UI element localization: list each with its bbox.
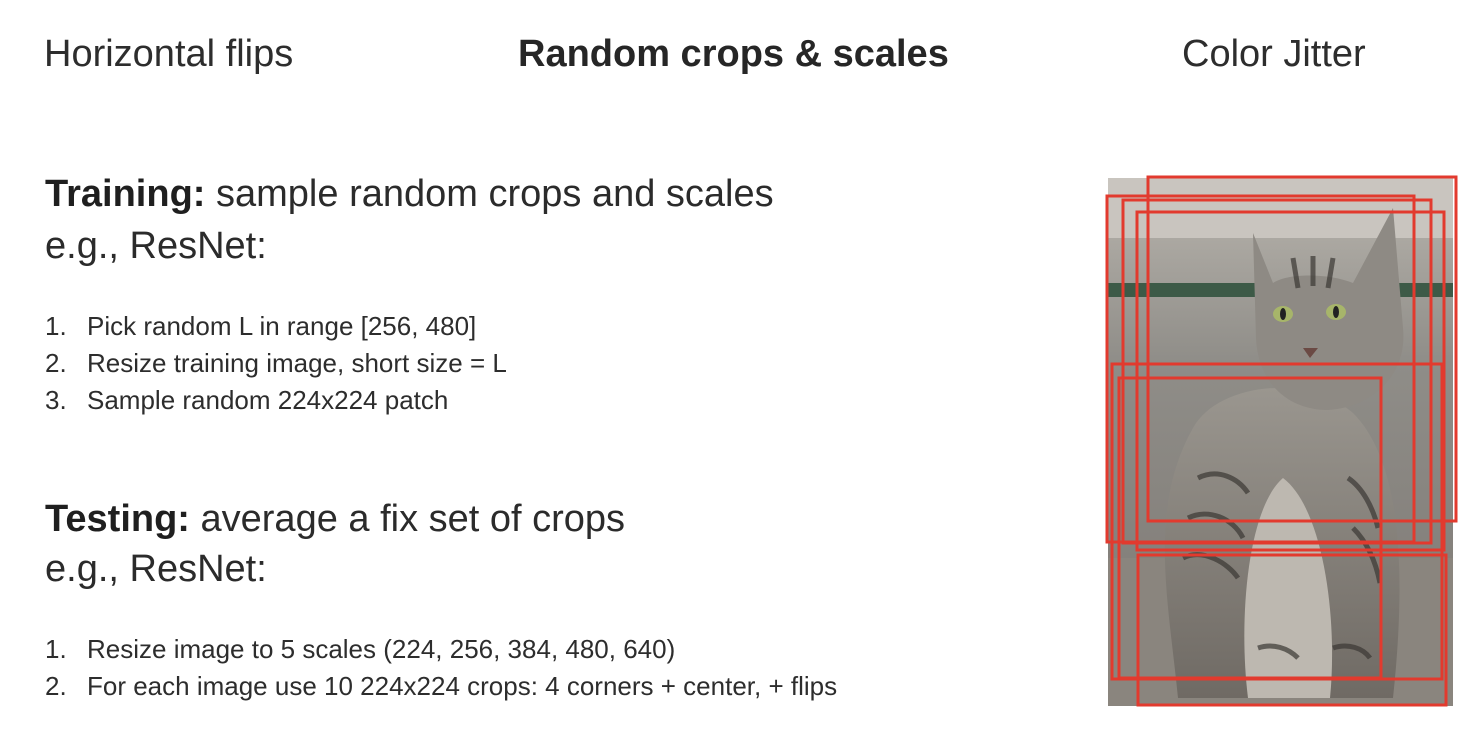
- training-description: sample random crops and scales: [205, 173, 774, 215]
- training-label: Training:: [45, 173, 206, 215]
- list-item: 3. Sample random 224x224 patch: [45, 382, 507, 419]
- cat-illustration: [1108, 178, 1453, 706]
- step-text: Sample random 224x224 patch: [87, 385, 449, 415]
- training-heading: Training: sample random crops and scales: [45, 169, 774, 219]
- testing-label: Testing:: [45, 498, 190, 540]
- training-example-label: e.g., ResNet:: [45, 225, 267, 267]
- list-item: 1. Resize image to 5 scales (224, 256, 38…: [45, 631, 837, 668]
- step-text: For each image use 10 224x224 crops: 4 c…: [87, 671, 838, 701]
- step-text: Resize image to 5 scales (224, 256, 384,…: [87, 634, 676, 664]
- testing-heading: Testing: average a fix set of crops: [45, 494, 625, 544]
- step-number: 3.: [45, 385, 67, 415]
- tab-horizontal-flips: Horizontal flips: [44, 33, 294, 75]
- list-item: 2. Resize training image, short size = L: [45, 345, 507, 382]
- step-text: Pick random L in range [256, 480]: [87, 311, 477, 341]
- step-number: 2.: [45, 671, 67, 701]
- tab-random-crops-scales: Random crops & scales: [518, 33, 949, 75]
- testing-example-label: e.g., ResNet:: [45, 548, 267, 590]
- list-item: 1. Pick random L in range [256, 480]: [45, 308, 507, 345]
- step-number: 1.: [45, 311, 67, 341]
- step-text: Resize training image, short size = L: [87, 348, 507, 378]
- step-number: 1.: [45, 634, 67, 664]
- training-steps-list: 1. Pick random L in range [256, 480] 2. Re…: [45, 308, 507, 419]
- testing-steps-list: 1. Resize image to 5 scales (224, 256, 38…: [45, 631, 837, 705]
- testing-description: average a fix set of crops: [189, 498, 626, 540]
- tab-color-jitter: Color Jitter: [1182, 33, 1366, 75]
- list-item: 2. For each image use 10 224x224 crops: 4…: [45, 668, 837, 705]
- step-number: 2.: [45, 348, 67, 378]
- cat-photo: [1108, 178, 1453, 706]
